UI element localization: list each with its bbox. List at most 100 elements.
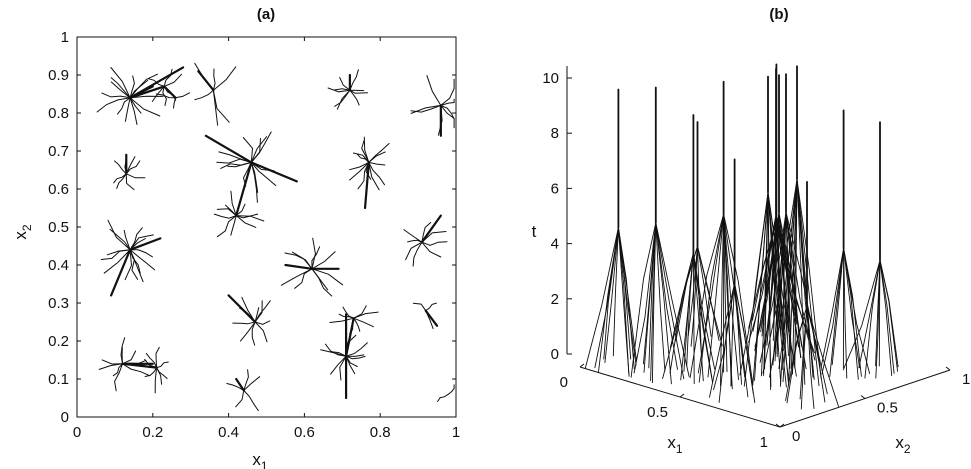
panel-a-branch-edge xyxy=(421,231,447,243)
panel-a-branch-edge xyxy=(147,78,165,87)
panel-a-branch-edge xyxy=(250,136,268,163)
panel-b-branch-edge xyxy=(843,247,871,374)
panel-a-trunk-edge xyxy=(128,85,166,99)
panel-a-branch-edge xyxy=(155,346,160,369)
panel-a-branch-edge xyxy=(156,367,168,379)
panel-a-branch-edge xyxy=(120,337,126,365)
panel-a-branch-edge xyxy=(254,320,271,325)
panel-a-x-tick-label: 0.6 xyxy=(294,424,315,441)
panel-b-title: (b) xyxy=(769,6,788,23)
panel-a-branch-edge xyxy=(330,355,347,375)
panel-a-branch-edge xyxy=(100,249,131,260)
panel-a-trunk-edge xyxy=(227,294,257,324)
panel-a-branch-edge xyxy=(349,317,355,335)
panel-a-branch-edge xyxy=(125,173,135,191)
panel-a-y-tick-label: 0 xyxy=(61,409,69,426)
panel-a-branch-edge xyxy=(353,311,379,319)
panel-b-branch-edge xyxy=(720,213,725,387)
panel-a-branch-edge xyxy=(194,62,214,91)
panel-a-branch-edge xyxy=(338,313,355,319)
panel-b-x2-axis-label-sub: 2 xyxy=(904,442,911,456)
panel-a-branch-edge xyxy=(98,363,123,370)
panel-a-branch-edge xyxy=(163,68,173,87)
panel-a-branch-edge xyxy=(129,227,143,251)
panel-a-y-tick-label: 0.9 xyxy=(48,67,69,84)
panel-a-branch-edge xyxy=(155,93,176,99)
panel-a-y-tick-label: 1 xyxy=(61,29,69,46)
panel-b-branch-edge xyxy=(775,221,800,334)
panel-b-branch-edge xyxy=(718,283,736,403)
panel-b-branch-edge xyxy=(692,252,716,370)
panel-a-branch-edge xyxy=(129,95,164,99)
panel-a-branch-edge xyxy=(243,376,261,391)
panel-a-branch-edge xyxy=(339,355,347,381)
panel-b-branch-edge xyxy=(879,259,893,377)
panel-a-branch-edge xyxy=(125,173,146,179)
panel-b-t-tick-label: 4 xyxy=(551,236,559,253)
panel-b-branch-edge xyxy=(697,245,720,342)
panel-a-branch-edge xyxy=(368,161,386,166)
panel-a-branch-edge xyxy=(426,75,442,106)
panel-b-x1-tick-label: 0 xyxy=(560,374,568,391)
panel-a-branch-edge xyxy=(113,173,127,184)
panel-a-branch-edge xyxy=(425,310,434,330)
panel-a-branch-edge xyxy=(110,81,131,99)
panel-a-branch-edge xyxy=(349,69,359,91)
panel-b-branch-edge xyxy=(821,247,845,375)
panel-a-branch-edge xyxy=(144,367,158,377)
panel-b-branch-edge xyxy=(831,247,845,366)
panel-a-trunk-edge xyxy=(204,134,253,164)
panel-b-branch-edge xyxy=(655,222,685,380)
panel-a-branch-edge xyxy=(239,307,256,323)
panel-b-branch-edge xyxy=(697,213,725,374)
panel-a-branch-edge xyxy=(440,104,455,129)
panel-a-branch-edge xyxy=(114,363,123,392)
panel-b-branch-edge xyxy=(669,245,698,348)
panel-a-tree-map: (a) 0 0.2 0.4 0.6 0.8 1 0 0.1 0.2 0.3 0.4 0.5 0.6 0.… xyxy=(11,6,460,469)
panel-b-branch-edge xyxy=(800,305,808,410)
panel-b-branch-edge xyxy=(767,192,797,377)
panel-a-branch-edge xyxy=(212,89,230,123)
panel-a-branch-edge xyxy=(327,87,351,93)
panel-a-branch-edge xyxy=(156,367,163,385)
panel-a-branch-edge xyxy=(437,393,449,402)
panel-a-branch-edge xyxy=(250,138,261,163)
panel-a-branch-edge xyxy=(250,161,258,203)
panel-b-x1-tick xyxy=(679,393,685,398)
panel-b-branch-edge xyxy=(760,221,777,333)
panel-b-branch-edge xyxy=(723,213,739,381)
panel-b-branch-edge xyxy=(858,259,881,369)
panel-a-y-tick-label: 0.7 xyxy=(48,143,69,160)
panel-b-axis-lines xyxy=(566,66,951,428)
panel-b-t-tick-label: 2 xyxy=(551,291,559,308)
panel-a-branch-edge xyxy=(122,350,137,365)
panel-b-branch-edge xyxy=(734,283,749,398)
panel-b-branch-edge xyxy=(655,222,666,372)
panel-b-branch-edge xyxy=(806,305,828,395)
panel-a-branch-edge xyxy=(242,137,254,163)
panel-a-branch-edge xyxy=(216,215,237,238)
panel-a-x-tick-label: 0.8 xyxy=(370,424,391,441)
panel-a-trunk-edge xyxy=(128,237,162,251)
panel-b-x2-tick-label: 0 xyxy=(792,428,800,445)
panel-a-branch-edge xyxy=(320,349,347,357)
panel-a-branch-edge xyxy=(129,75,135,99)
panel-a-branch-edge xyxy=(194,89,214,101)
panel-a-branch-edge xyxy=(122,363,151,377)
panel-a-branch-edge xyxy=(124,159,127,175)
panel-b-branch-edge xyxy=(734,283,756,403)
panel-a-branch-edge xyxy=(345,342,368,357)
panel-a-branch-edge xyxy=(250,161,275,172)
panel-a-branch-edge xyxy=(345,355,366,360)
panel-a-branch-edge xyxy=(235,203,246,217)
panel-a-branch-edge xyxy=(129,97,138,125)
panel-a-branch-edge xyxy=(109,228,131,251)
panel-a-x-tick-labels: 0 0.2 0.4 0.6 0.8 1 xyxy=(73,424,460,441)
panel-a-branch-edge xyxy=(96,97,131,113)
panel-b-x1-axis-label-main: x xyxy=(667,433,676,452)
panel-b-branch-edge xyxy=(773,214,777,329)
panel-a-branch-edge xyxy=(311,237,316,270)
panel-a-branch-edge xyxy=(107,219,131,251)
panel-a-branch-edge xyxy=(114,160,127,175)
panel-a-branch-edge xyxy=(124,249,133,281)
